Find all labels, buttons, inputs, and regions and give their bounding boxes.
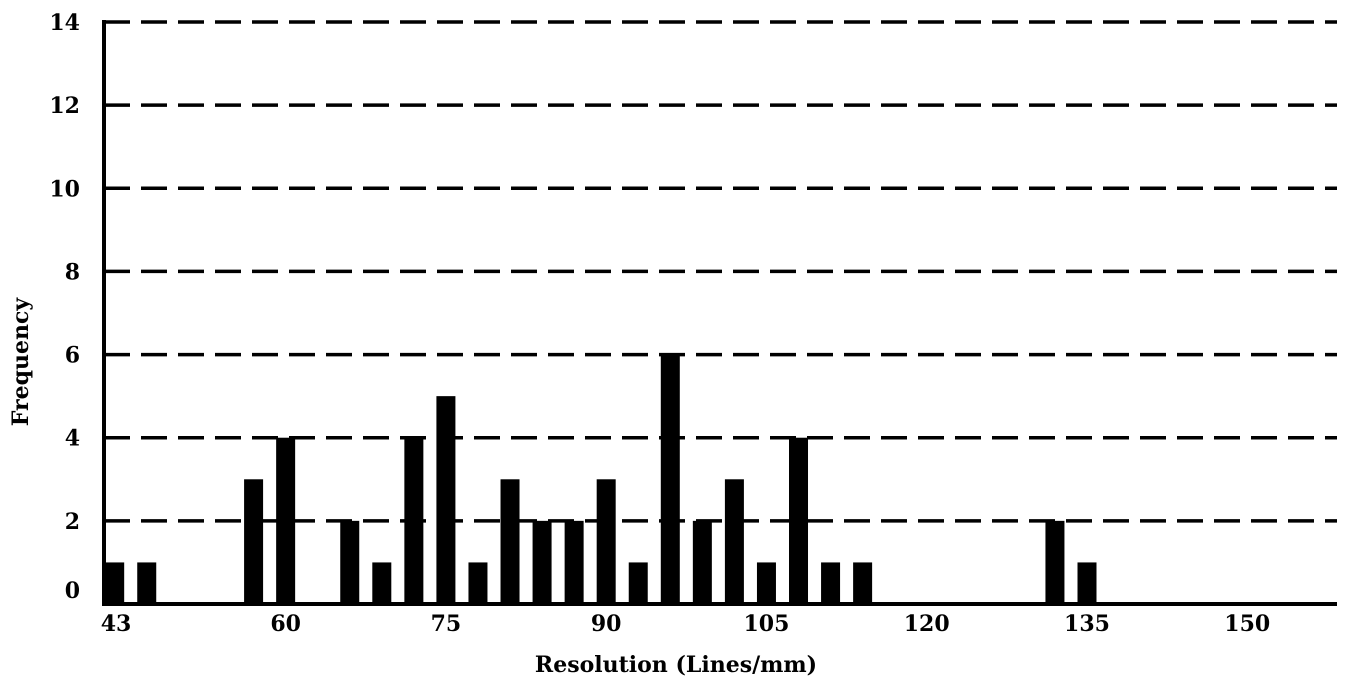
x-tick-labels: 43 60 75 90 105 120 135 150 (101, 611, 1271, 637)
x-axis-title: Resolution (Lines/mm) (535, 652, 817, 678)
axes (102, 20, 1337, 606)
y-tick-label-14: 14 (49, 10, 80, 36)
bar-57 (244, 479, 264, 604)
bar-102 (724, 479, 744, 604)
bar-108 (789, 437, 809, 604)
x-tick-label-120: 120 (904, 611, 950, 637)
bar-135 (1077, 562, 1097, 604)
bar-75 (436, 396, 456, 604)
y-tick-label-10: 10 (49, 176, 80, 202)
x-tick-label-60: 60 (270, 611, 301, 637)
bar-44 (105, 562, 125, 604)
bar-105 (756, 562, 776, 604)
bar-84 (532, 520, 552, 604)
y-tick-label-8: 8 (65, 259, 80, 285)
grid-lines (104, 20, 1337, 523)
bars (105, 354, 1097, 604)
bar-69 (372, 562, 392, 604)
y-tick-label-0: 0 (65, 578, 80, 604)
bar-93 (628, 562, 648, 604)
bar-87 (564, 520, 584, 604)
x-tick-label-75: 75 (431, 611, 462, 637)
bar-78 (468, 562, 488, 604)
x-tick-label-150: 150 (1224, 611, 1270, 637)
bar-111 (821, 562, 841, 604)
y-tick-label-4: 4 (65, 426, 80, 452)
x-tick-label-43: 43 (101, 611, 132, 637)
bar-72 (404, 437, 424, 604)
x-tick-label-90: 90 (591, 611, 622, 637)
bar-99 (692, 520, 712, 604)
bar-81 (500, 479, 520, 604)
bar-114 (853, 562, 873, 604)
y-tick-labels: 0 2 4 6 8 10 12 14 (49, 10, 80, 604)
bar-47 (137, 562, 157, 604)
x-tick-label-105: 105 (743, 611, 789, 637)
x-tick-label-135: 135 (1064, 611, 1110, 637)
bar-66 (340, 520, 360, 604)
y-axis-title: Frequency (8, 297, 34, 427)
bar-96 (660, 354, 680, 604)
bar-132 (1045, 520, 1065, 604)
y-tick-label-2: 2 (65, 509, 80, 535)
bar-90 (596, 479, 616, 604)
y-tick-label-12: 12 (49, 93, 80, 119)
y-tick-label-6: 6 (65, 343, 80, 369)
bar-60 (276, 437, 296, 604)
